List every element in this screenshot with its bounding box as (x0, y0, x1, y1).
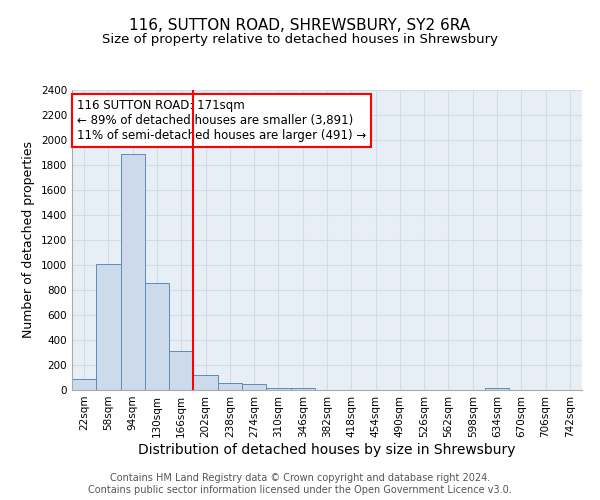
Bar (96, 264, 121, 390)
Bar (266, 388, 290, 390)
Bar (290, 388, 315, 390)
Bar (72, 379, 96, 390)
X-axis label: Distribution of detached houses by size in Shrewsbury: Distribution of detached houses by size … (138, 442, 516, 456)
Bar (218, 383, 242, 390)
Bar (121, 154, 145, 390)
Bar (242, 384, 266, 390)
Y-axis label: Number of detached properties: Number of detached properties (22, 142, 35, 338)
Text: Contains HM Land Registry data © Crown copyright and database right 2024.
Contai: Contains HM Land Registry data © Crown c… (88, 474, 512, 495)
Bar (485, 388, 509, 390)
Bar (193, 375, 218, 390)
Text: Size of property relative to detached houses in Shrewsbury: Size of property relative to detached ho… (102, 32, 498, 46)
Bar (169, 350, 193, 390)
Text: 116, SUTTON ROAD, SHREWSBURY, SY2 6RA: 116, SUTTON ROAD, SHREWSBURY, SY2 6RA (130, 18, 470, 32)
Bar (145, 282, 169, 390)
Text: 116 SUTTON ROAD: 171sqm
← 89% of detached houses are smaller (3,891)
11% of semi: 116 SUTTON ROAD: 171sqm ← 89% of detache… (77, 99, 367, 142)
